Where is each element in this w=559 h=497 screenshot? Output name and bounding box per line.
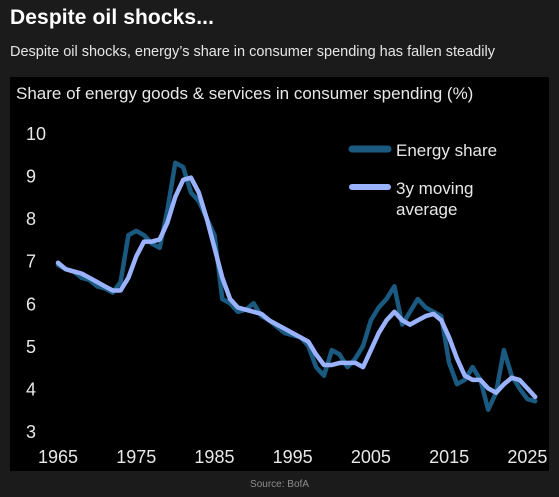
y-tick-label: 4 (26, 379, 36, 399)
x-tick-label: 1965 (38, 447, 78, 467)
y-tick-label: 10 (26, 124, 46, 144)
x-tick-label: 2025 (507, 447, 547, 467)
legend-label: Energy share (396, 141, 497, 160)
x-tick-label: 2005 (351, 447, 391, 467)
source-note: Source: BofA (250, 479, 309, 490)
y-tick-label: 8 (26, 209, 36, 229)
legend-label: 3y moving average (396, 179, 473, 219)
line-chart: Share of energy goods & services in cons… (16, 84, 547, 467)
x-tick-label: 1995 (273, 447, 313, 467)
x-tick-label: 1975 (116, 447, 156, 467)
y-tick-label: 6 (26, 294, 36, 314)
moving-average-line (55, 175, 538, 400)
y-tick-label: 3 (26, 422, 36, 442)
chart-headline: Despite oil shocks... (10, 6, 214, 29)
chart-title: Share of energy goods & services in cons… (16, 84, 473, 103)
chart-panel: Share of energy goods & services in cons… (10, 77, 549, 471)
x-tick-label: 2015 (429, 447, 469, 467)
chart-subheadline: Despite oil shocks, energy’s share in co… (10, 44, 495, 60)
y-tick-label: 5 (26, 337, 36, 357)
y-tick-label: 7 (26, 252, 36, 272)
x-tick-label: 1985 (194, 447, 234, 467)
y-tick-label: 9 (26, 167, 36, 187)
